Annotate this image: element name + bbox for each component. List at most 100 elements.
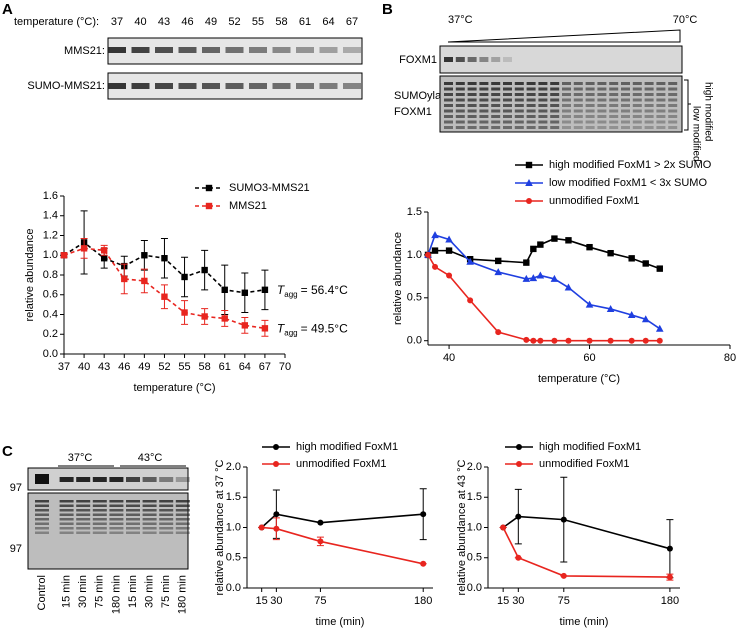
band (585, 98, 595, 102)
x-tick-label: 43 (98, 361, 110, 373)
band (444, 120, 453, 124)
band (573, 126, 583, 129)
band (319, 83, 338, 89)
band (526, 87, 536, 91)
band (202, 47, 220, 53)
x-tick-label: 46 (118, 361, 130, 373)
band (455, 87, 465, 91)
marker (201, 313, 208, 320)
band (76, 527, 91, 530)
x-tick-label: 40 (78, 361, 90, 373)
band (597, 87, 607, 91)
gradient-wedge (447, 29, 681, 43)
band (479, 115, 489, 118)
y-tick-label: 0.0 (43, 348, 58, 360)
lane-label: 180 min (110, 575, 122, 614)
marker (161, 255, 168, 262)
marker (515, 554, 522, 561)
marker (500, 524, 507, 531)
band (59, 531, 74, 534)
band (479, 126, 489, 129)
marker (181, 309, 188, 316)
band (159, 527, 174, 530)
band (538, 93, 548, 96)
marker (273, 525, 280, 532)
band (455, 57, 465, 62)
band (491, 87, 501, 91)
band (514, 98, 524, 102)
legend-label: unmodified FoxM1 (549, 195, 640, 207)
marker (181, 273, 188, 281)
band (573, 115, 583, 118)
y-tick-label: 0.8 (43, 269, 58, 281)
marker (666, 574, 673, 581)
band (444, 109, 453, 113)
band (272, 47, 291, 53)
marker (258, 524, 265, 531)
lane-label: 64 (322, 16, 334, 28)
marker (241, 322, 249, 329)
band (467, 115, 477, 118)
band (467, 120, 477, 124)
band (597, 109, 607, 113)
band (656, 120, 666, 124)
y-tick-label: 0.6 (43, 289, 58, 301)
band (142, 518, 157, 521)
marker (607, 249, 614, 257)
marker (121, 275, 128, 283)
y-tick-label: 1.5 (467, 491, 482, 503)
band (126, 513, 140, 516)
band (159, 518, 174, 521)
band (59, 527, 74, 530)
y-tick-label: 0.5 (407, 292, 422, 304)
blot (27, 492, 189, 570)
band (597, 82, 607, 85)
band (142, 509, 157, 512)
marker (425, 251, 431, 258)
band (92, 522, 107, 525)
band (35, 504, 49, 507)
marker (607, 337, 614, 344)
band (503, 104, 512, 107)
marker (446, 272, 453, 279)
band (126, 518, 140, 521)
band (656, 87, 666, 91)
band (621, 126, 630, 129)
band (109, 531, 124, 534)
band (467, 82, 477, 85)
band (644, 87, 654, 91)
lane-label: 75 min (160, 575, 172, 608)
marker (431, 247, 439, 254)
annotation-subscript: agg (284, 328, 297, 337)
band (585, 109, 595, 113)
x-axis-label: time (min) (316, 616, 365, 628)
y-tick-label: 1.2 (43, 229, 58, 241)
band (585, 104, 595, 107)
band (632, 104, 642, 107)
y-tick-label: 0.0 (226, 582, 241, 594)
bracket (684, 79, 691, 131)
bracket-label: high modified (702, 82, 713, 141)
band (514, 87, 524, 91)
band (59, 477, 74, 482)
x-tick-label: 61 (219, 361, 231, 373)
band (585, 120, 595, 124)
band (142, 522, 157, 525)
band (455, 82, 465, 85)
lane-label: 75 min (94, 575, 106, 608)
y-tick-label: 1.0 (43, 249, 58, 261)
band (92, 504, 107, 507)
band (455, 109, 465, 113)
band (597, 93, 607, 96)
y-tick-label: 2.0 (467, 461, 482, 473)
band (142, 531, 157, 534)
band (668, 126, 678, 129)
band (550, 120, 560, 124)
annotation: Tagg = 56.4°C (277, 283, 348, 299)
lane-label: 58 (275, 16, 287, 28)
band (609, 93, 619, 96)
y-tick-label: 1.0 (467, 521, 482, 533)
band (35, 531, 49, 534)
x-tick-label: 80 (724, 352, 736, 364)
band (656, 115, 666, 118)
